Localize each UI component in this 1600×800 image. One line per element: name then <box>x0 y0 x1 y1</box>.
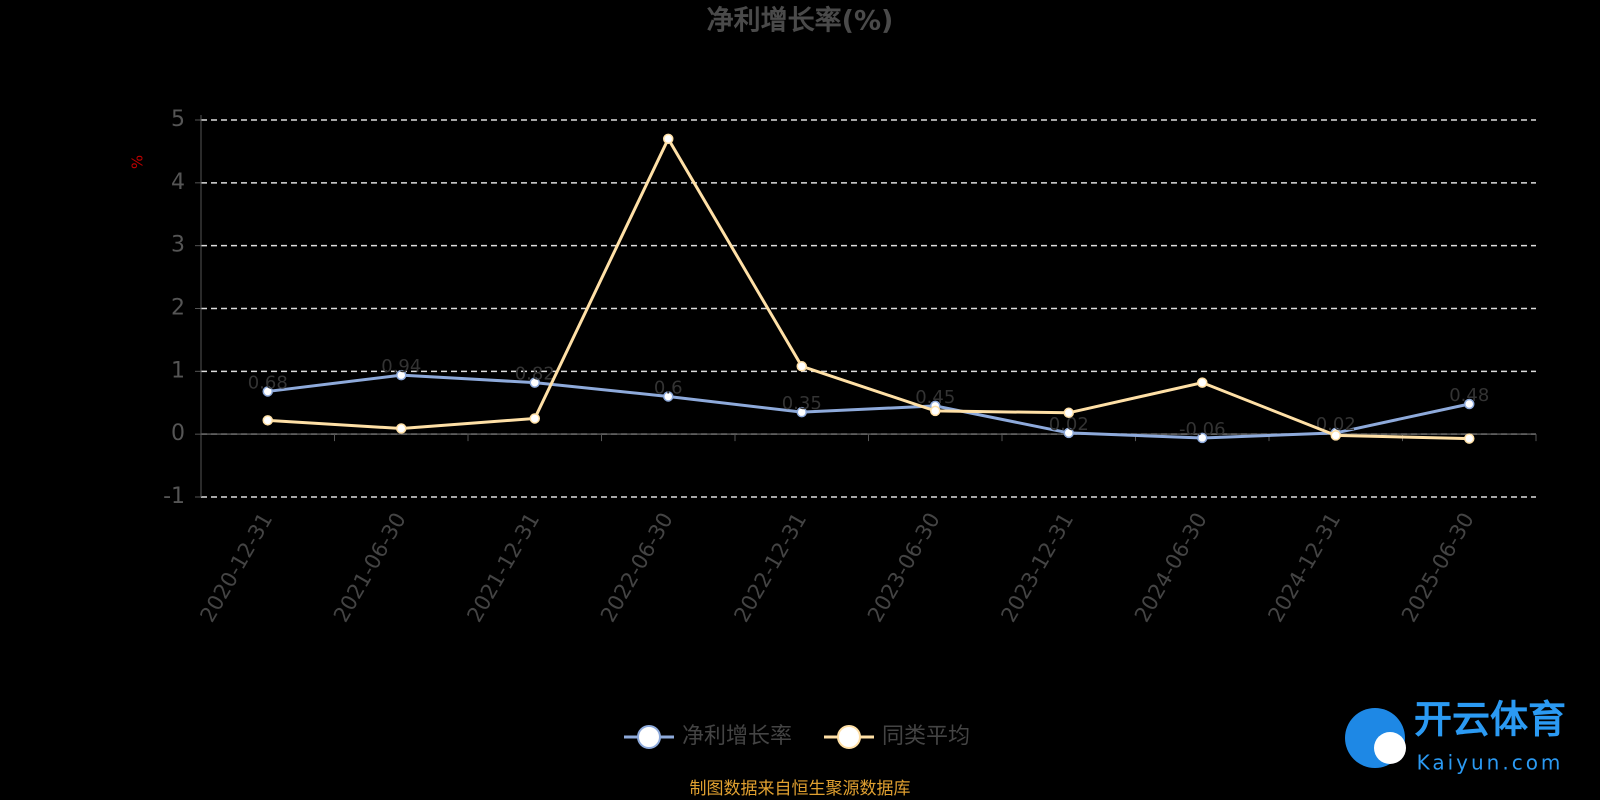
watermark-brand: 开云体育 <box>1414 698 1566 742</box>
data-point <box>1063 407 1074 419</box>
source-note: 制图数据来自恒生聚源数据库 <box>690 779 911 799</box>
data-point <box>1464 433 1475 444</box>
x-tick-label: 2023-12-31 <box>996 509 1078 627</box>
x-tick-label: 2020-12-31 <box>195 509 277 627</box>
data-label: 0.94 <box>381 356 421 377</box>
data-point <box>663 391 674 402</box>
x-tick-label: 2021-06-30 <box>329 509 411 627</box>
data-label: 0.68 <box>248 372 288 393</box>
x-tick-label: 2025-06-30 <box>1397 509 1479 627</box>
data-point <box>663 133 674 145</box>
data-label: 0.35 <box>782 393 822 414</box>
data-point <box>262 415 273 426</box>
data-point <box>529 413 540 424</box>
legend-marker <box>637 725 661 749</box>
data-point <box>1197 432 1208 444</box>
data-label: 0.02 <box>1049 414 1089 435</box>
series-line <box>267 135 1470 441</box>
legend-label: 净利增长率 <box>682 724 792 749</box>
x-tick-label: 2021-12-31 <box>462 509 544 627</box>
y-tick-label: 4 <box>171 170 185 195</box>
data-point <box>796 406 807 418</box>
x-tick-label: 2023-06-30 <box>863 509 945 627</box>
logo-ball <box>1374 732 1406 764</box>
chart-title: 净利增长率(%) <box>707 5 894 37</box>
watermark-site: Kaiyun.com <box>1417 751 1564 775</box>
y-axis-label: % <box>129 155 147 169</box>
y-tick-label: 2 <box>171 296 185 321</box>
data-point <box>796 361 807 372</box>
data-label: -0.06 <box>1179 419 1226 440</box>
y-tick-label: 1 <box>171 358 185 383</box>
legend-label: 同类平均 <box>882 724 970 749</box>
data-label: 0.6 <box>654 377 683 398</box>
data-point <box>262 386 273 397</box>
data-point <box>1063 427 1074 439</box>
watermark: 开云体育 Kaiyun.com <box>1345 698 1566 775</box>
x-tick-label: 2022-06-30 <box>596 509 678 627</box>
y-tick-label: 0 <box>171 421 185 446</box>
data-point <box>396 423 407 434</box>
y-tick-label: 3 <box>171 233 185 258</box>
data-point <box>930 405 941 417</box>
x-tick-label: 2024-12-31 <box>1263 509 1345 627</box>
legend-marker <box>837 725 861 749</box>
y-tick-label: 5 <box>171 107 185 132</box>
data-point <box>1464 398 1475 410</box>
series-line <box>267 373 1470 440</box>
data-label: 0.48 <box>1449 385 1489 406</box>
x-tick-label: 2024-06-30 <box>1130 509 1212 627</box>
data-label: 0.02 <box>1316 414 1356 435</box>
y-tick-label: -1 <box>163 484 185 509</box>
data-point <box>396 369 407 381</box>
data-point <box>529 377 540 388</box>
data-point <box>1197 377 1208 388</box>
data-point <box>1330 430 1341 441</box>
data-label: 0.82 <box>515 364 555 385</box>
x-tick-label: 2022-12-31 <box>729 509 811 627</box>
data-label: 0.45 <box>915 387 955 408</box>
